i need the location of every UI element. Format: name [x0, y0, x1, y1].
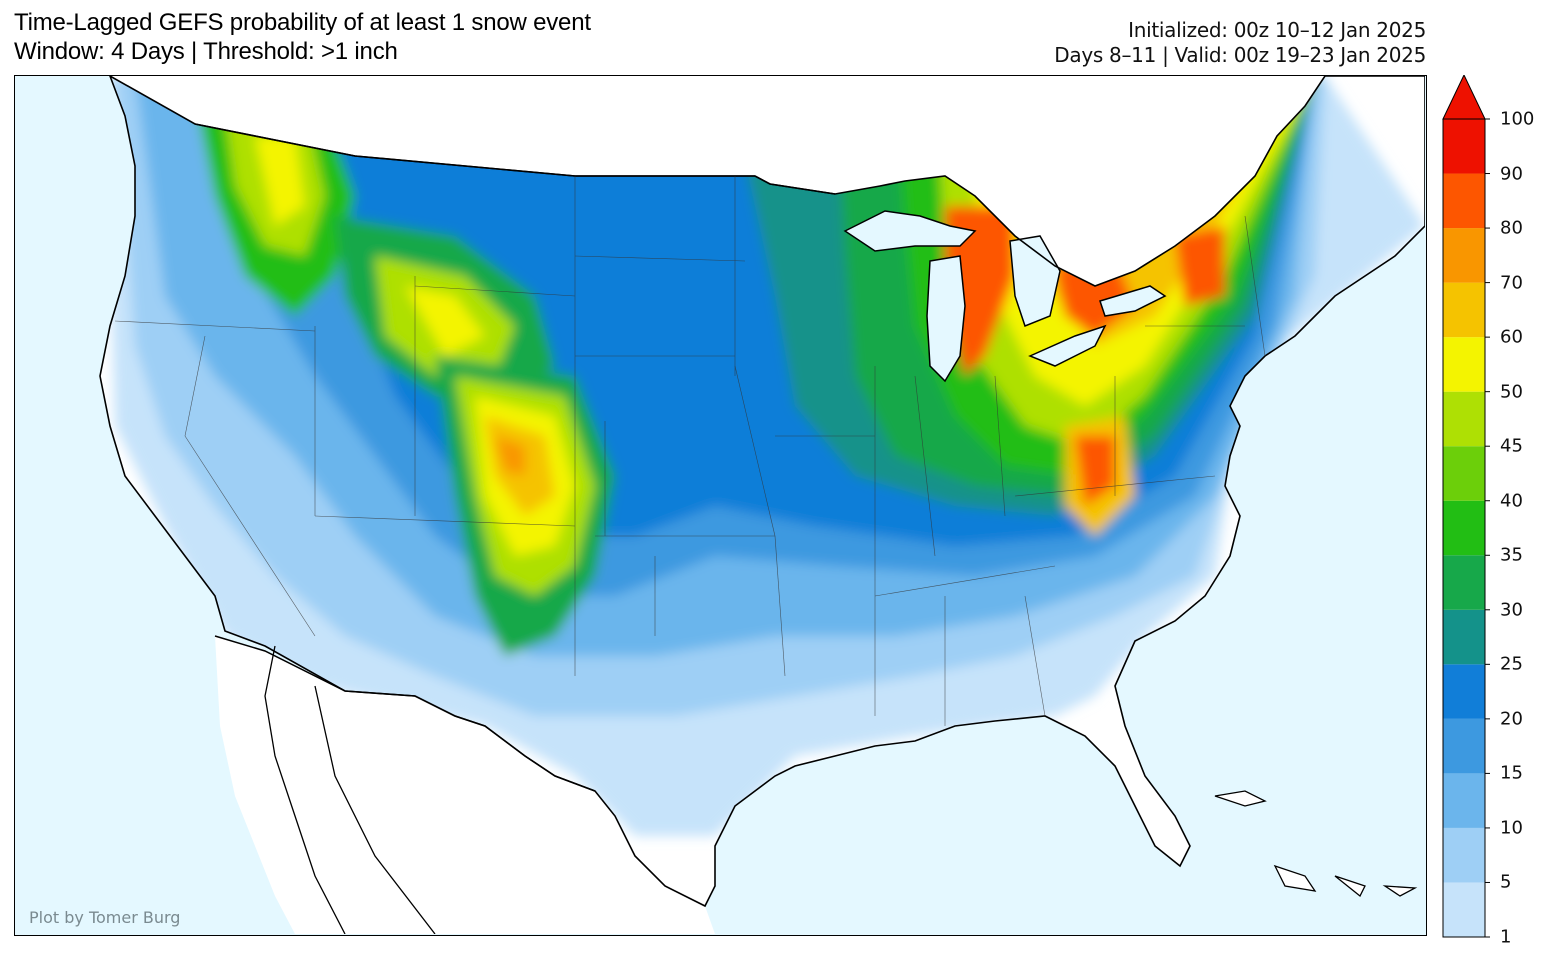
lake-michigan: [926, 255, 966, 383]
colorbar-tick-label: 60: [1500, 326, 1523, 348]
canada-border: [194, 123, 836, 195]
map-panel: Plot by Tomer Burg: [14, 75, 1427, 936]
lake-superior: [843, 210, 977, 252]
colorbar-svg: [1442, 73, 1490, 938]
lake-erie: [1028, 324, 1107, 367]
colorbar-tick-label: 40: [1500, 490, 1523, 512]
mexico-land: [215, 636, 715, 934]
colorbar-swatch: [1443, 282, 1485, 338]
init-valid-info: Initialized: 00z 10–12 Jan 2025 Days 8–1…: [1054, 18, 1426, 68]
baja-coast: [264, 645, 346, 934]
canada-land: [110, 76, 1325, 286]
colorbar-swatch: [1443, 228, 1485, 283]
figure-title: Time-Lagged GEFS probability of at least…: [14, 8, 591, 66]
colorbar-swatch: [1443, 773, 1485, 828]
colorbar-tick-label: 30: [1500, 599, 1523, 621]
colorbar-tick-label: 45: [1500, 435, 1523, 457]
title-line-2: Window: 4 Days | Threshold: >1 inch: [14, 38, 398, 65]
lake-huron: [1009, 235, 1061, 327]
title-line-1: Time-Lagged GEFS probability of at least…: [14, 9, 591, 36]
colorbar-tick-label: 35: [1500, 544, 1523, 566]
state-lines: [114, 176, 1266, 726]
caribbean-islands: [1214, 790, 1418, 898]
map-svg: [15, 76, 1425, 934]
lake-ontario: [1099, 285, 1167, 317]
colorbar-swatch: [1443, 500, 1485, 556]
colorbar-tick-label: 25: [1500, 653, 1523, 675]
colorbar-tick-label: 70: [1500, 272, 1523, 294]
colorbar-swatch: [1443, 173, 1485, 229]
colorbar-tick-label: 100: [1500, 108, 1535, 130]
colorbar-extend-arrow: [1442, 73, 1486, 120]
valid-line: Days 8–11 | Valid: 00z 19–23 Jan 2025: [1054, 43, 1426, 67]
plot-credit: Plot by Tomer Burg: [29, 908, 181, 927]
colorbar-tick-label: 1: [1500, 926, 1512, 948]
colorbar-tick-label: 80: [1500, 217, 1523, 239]
colorbar-swatch: [1443, 446, 1485, 501]
colorbar-swatch: [1443, 555, 1485, 610]
colorbar-swatch: [1443, 609, 1485, 665]
colorbar-tick-label: 20: [1500, 708, 1523, 730]
colorbar-tick-label: 5: [1500, 871, 1512, 893]
mexico-west-coast: [314, 685, 436, 934]
colorbar-swatch: [1443, 664, 1485, 719]
colorbar-tick-label: 90: [1500, 163, 1523, 185]
colorbar: 1 5 10 15 20 25 30 35 40 45 50 60 70 80 90 100: [1442, 73, 1550, 948]
colorbar-swatch: [1443, 718, 1485, 774]
colorbar-frame: [1442, 118, 1486, 938]
init-line: Initialized: 00z 10–12 Jan 2025: [1128, 18, 1426, 42]
colorbar-swatch: [1443, 391, 1485, 447]
colorbar-swatch: [1443, 882, 1485, 937]
colorbar-tick-label: 10: [1500, 817, 1523, 839]
colorbar-swatch: [1443, 119, 1485, 174]
colorbar-tick-label: 50: [1500, 381, 1523, 403]
colorbar-swatch: [1443, 337, 1485, 392]
colorbar-tick-label: 15: [1500, 762, 1523, 784]
colorbar-swatch: [1443, 827, 1485, 883]
mexico-border: [214, 635, 596, 792]
